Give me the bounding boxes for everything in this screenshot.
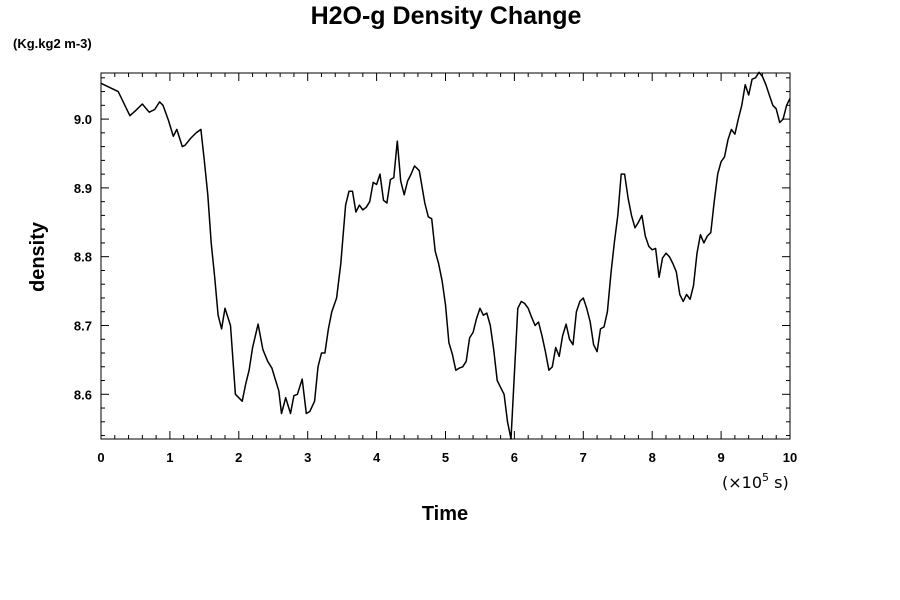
x-tick-label: 9 [717, 450, 724, 465]
x-scale-prefix: (×10 [722, 473, 762, 492]
density-series-line [100, 71, 791, 440]
y-tick-label: 8.6 [74, 387, 92, 402]
y-axis-unit: (Kg.kg2 m-3) [13, 36, 92, 51]
x-tick-label: 8 [649, 450, 656, 465]
y-axis-label: density [27, 221, 49, 292]
x-tick-label: 1 [166, 450, 173, 465]
x-axis-label: Time [422, 503, 468, 525]
x-tick-label: 0 [97, 450, 104, 465]
x-tick-label: 10 [783, 450, 797, 465]
chart-title: H2O-g Density Change [311, 2, 582, 30]
axis-ticks [100, 73, 791, 439]
y-tick-label: 8.8 [74, 250, 92, 265]
x-axis-scale-label: (×105 s) [722, 471, 789, 492]
x-tick-label: 3 [304, 450, 311, 465]
x-tick-label: 5 [442, 450, 449, 465]
plot-area [100, 71, 791, 440]
axis-tick-labels: 0 1 2 3 4 5 6 7 8 9 10 8.6 8.7 8.8 8.9 9.0 [74, 112, 797, 465]
x-tick-label: 4 [373, 450, 381, 465]
x-tick-label: 7 [580, 450, 587, 465]
x-tick-label: 6 [511, 450, 518, 465]
x-scale-exponent: 5 [762, 471, 769, 484]
x-scale-unit: s) [769, 473, 789, 492]
x-tick-label: 2 [235, 450, 242, 465]
y-tick-label: 8.7 [74, 318, 92, 333]
plot-frame [100, 72, 791, 440]
y-tick-label: 9.0 [74, 112, 92, 127]
y-tick-label: 8.9 [74, 181, 92, 196]
